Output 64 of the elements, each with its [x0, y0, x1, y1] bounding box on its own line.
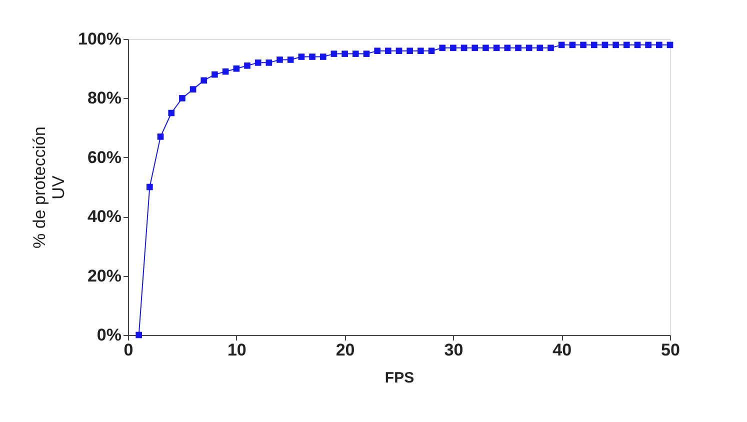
y-tick-label: 40% [87, 207, 122, 226]
point [623, 42, 630, 48]
point [439, 44, 446, 52]
point [342, 50, 348, 57]
point [200, 77, 208, 84]
point [472, 44, 478, 52]
point [612, 42, 619, 48]
point [406, 48, 414, 54]
point [536, 44, 544, 52]
y-tick-label: 80% [87, 88, 122, 108]
point [244, 62, 250, 69]
y-tick-label: 60% [87, 148, 122, 167]
point [179, 95, 186, 102]
point [233, 65, 240, 72]
point [254, 60, 262, 66]
point [396, 48, 402, 54]
point [634, 42, 641, 48]
y-tick-label: 0% [96, 326, 122, 344]
y-axis-title: % de protección UV [30, 126, 68, 248]
point [222, 68, 229, 75]
point [460, 44, 468, 52]
point [157, 134, 164, 140]
point [602, 42, 608, 48]
point [352, 50, 359, 57]
point [146, 184, 153, 190]
x-tick-label: 10 [227, 340, 246, 360]
point [363, 50, 370, 57]
point [418, 48, 424, 54]
point [287, 56, 294, 63]
point [136, 332, 142, 338]
point [558, 42, 565, 48]
point [482, 44, 489, 52]
x-tick-label: 40 [552, 340, 572, 360]
point [645, 42, 652, 48]
x-tick-label: 20 [336, 340, 355, 360]
point [309, 54, 316, 60]
point [450, 44, 456, 52]
point [374, 48, 380, 54]
point [320, 54, 326, 60]
point [190, 86, 196, 92]
point [590, 42, 598, 48]
point [385, 48, 392, 54]
point [515, 44, 522, 52]
point [580, 42, 586, 48]
x-tick-label: 0 [124, 340, 134, 360]
point [428, 48, 435, 54]
point [298, 54, 305, 60]
x-axis-title: FPS [384, 370, 414, 386]
point [266, 60, 272, 66]
point [212, 71, 218, 78]
y-tick-label: 20% [87, 266, 122, 286]
point [504, 44, 511, 52]
point [330, 50, 338, 57]
point [548, 44, 554, 52]
point [656, 42, 662, 48]
point [493, 44, 500, 52]
point [526, 44, 532, 52]
point [569, 42, 576, 48]
y-tick-label: 100% [78, 30, 122, 48]
x-tick-label: 50 [661, 340, 680, 360]
point [168, 110, 175, 116]
point [666, 42, 674, 48]
point [276, 56, 283, 63]
x-tick-label: 30 [444, 340, 464, 360]
